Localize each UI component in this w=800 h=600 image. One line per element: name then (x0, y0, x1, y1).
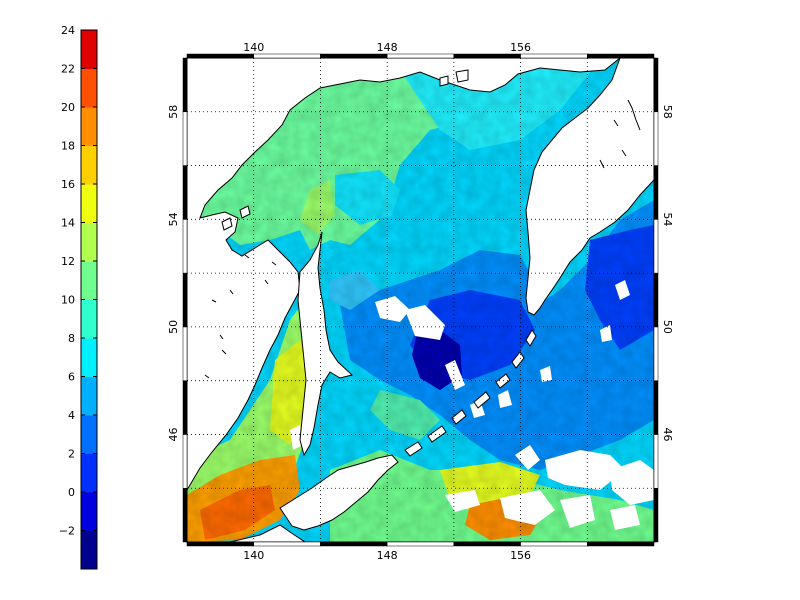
frame-bar (182, 380, 188, 435)
colorbar-swatch (81, 530, 97, 570)
data-field (187, 58, 654, 542)
frame-bar (253, 541, 321, 547)
lat-tick-label-left: 50 (167, 320, 180, 334)
frame-bar (186, 541, 254, 547)
colorbar-tick-label: 8 (68, 332, 75, 345)
lon-tick-label-top: 148 (377, 41, 398, 54)
map-frame-bars (182, 53, 659, 547)
frame-bar (453, 541, 521, 547)
colorbar-swatch (81, 222, 97, 262)
lat-tick-label-left: 54 (167, 212, 180, 226)
colorbar-swatch (81, 68, 97, 108)
colorbar-tick-label: 2 (68, 448, 75, 461)
lat-tick-label-right: 54 (661, 212, 674, 226)
frame-bar (186, 53, 254, 59)
frame-bar (653, 111, 659, 166)
colorbar-tick-label: 14 (61, 217, 75, 230)
colorbar-swatch (81, 299, 97, 339)
colorbar-tick-label: 0 (68, 486, 75, 499)
frame-bar (386, 541, 455, 547)
lon-tick-label-bottom: 148 (377, 549, 398, 562)
colorbar-tick-label: 18 (61, 140, 75, 153)
lat-tick-label-left: 46 (167, 427, 180, 441)
frame-bar (653, 165, 659, 220)
grid-lines (187, 58, 654, 542)
colorbar-swatch (81, 261, 97, 300)
colorbar-tick-label: 6 (68, 371, 75, 384)
land-honshu (187, 524, 306, 542)
frame-bar (182, 272, 188, 328)
colorbar-swatch (81, 492, 97, 531)
frame-bar (182, 111, 188, 166)
frame-bar (320, 53, 388, 59)
lat-tick-label-right: 50 (661, 320, 674, 334)
small-islands (221, 69, 469, 231)
colorbar-swatch (81, 184, 97, 223)
land-hokkaido (279, 454, 399, 531)
lat-tick-label-right: 58 (661, 105, 674, 119)
colorbar-tick-label: 10 (61, 294, 75, 307)
lat-tick-label-left: 58 (167, 105, 180, 119)
land-siberia (187, 58, 621, 491)
colorbar-tick-label: 24 (61, 24, 75, 37)
colorbar-swatch (81, 415, 97, 454)
colorbar-tick-label: 12 (61, 255, 75, 268)
land-masses (187, 58, 654, 542)
frame-bar (182, 434, 188, 489)
colorbar-swatch (81, 107, 97, 146)
map-tick-labels: 140 140 148 148 156 156 46 46 50 50 54 54 58 58 (167, 41, 674, 562)
frame-bar (653, 272, 659, 328)
frame-bar (520, 53, 588, 59)
colorbar-swatch (81, 30, 97, 69)
frame-bar (587, 53, 655, 59)
frame-bar (587, 541, 655, 547)
frame-bar (182, 219, 188, 274)
colorbar-swatch (81, 453, 97, 493)
lat-tick-label-right: 46 (661, 427, 674, 441)
lon-tick-label-top: 156 (510, 41, 531, 54)
colorbar-tick-label: −2 (59, 525, 75, 538)
land-sakhalin (297, 231, 354, 457)
lon-tick-label-top: 140 (243, 41, 264, 54)
frame-bar (653, 434, 659, 489)
frame-bar (182, 487, 188, 543)
frame-bar (653, 57, 659, 113)
lon-tick-label-bottom: 156 (510, 549, 531, 562)
frame-bar (182, 326, 188, 381)
land-kamchatka (525, 58, 654, 316)
colorbar-tick-label: 4 (68, 409, 75, 422)
colorbar-swatch (81, 145, 97, 185)
frame-bar (182, 57, 188, 113)
lon-tick-label-bottom: 140 (243, 549, 264, 562)
colorbar-tick-label: 20 (61, 101, 75, 114)
frame-bar (182, 165, 188, 220)
missing-data-patches (290, 280, 654, 530)
colorbar-swatches (81, 30, 97, 570)
frame-bar (253, 53, 321, 59)
frame-bar (653, 219, 659, 274)
colorbar-swatch (81, 376, 97, 416)
frame-bar (653, 487, 659, 543)
frame-bar (386, 53, 455, 59)
colorbar-swatch (81, 338, 97, 377)
map-panel: 140 140 148 148 156 156 46 46 50 50 54 54 58 58 (167, 41, 674, 562)
frame-bar (653, 326, 659, 381)
colorbar-tick-label: 22 (61, 63, 75, 76)
frame-bar (520, 541, 588, 547)
frame-bar (653, 380, 659, 435)
frame-bar (453, 53, 521, 59)
frame-bar (320, 541, 388, 547)
colorbar-tick-label: 16 (61, 178, 75, 191)
inland-coast-specks (204, 99, 641, 379)
